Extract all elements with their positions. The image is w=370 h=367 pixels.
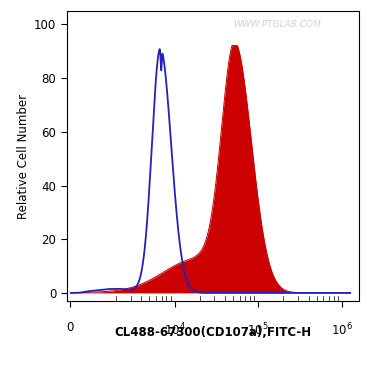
Y-axis label: Relative Cell Number: Relative Cell Number — [17, 94, 30, 218]
Text: WWW.PTGLAB.COM: WWW.PTGLAB.COM — [233, 20, 321, 29]
Text: $10^5$: $10^5$ — [248, 321, 269, 338]
X-axis label: CL488-67300(CD107a),FITC-H: CL488-67300(CD107a),FITC-H — [114, 326, 311, 339]
Text: 0: 0 — [67, 321, 74, 334]
Text: $10^4$: $10^4$ — [164, 321, 185, 338]
Text: $10^6$: $10^6$ — [331, 321, 353, 338]
